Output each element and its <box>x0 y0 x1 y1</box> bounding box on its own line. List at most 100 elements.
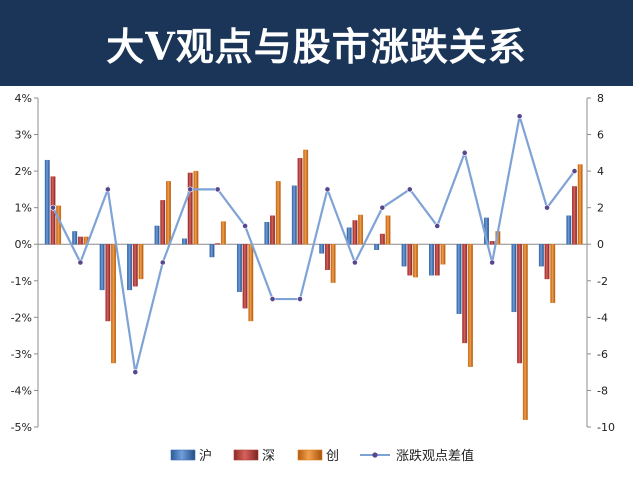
bar-chuang <box>303 149 309 245</box>
diff-point <box>324 186 331 193</box>
left-tick-label: -2% <box>11 311 32 324</box>
right-tick-label: 8 <box>597 92 604 105</box>
bar-hu <box>429 244 434 276</box>
bar-hu <box>538 244 544 267</box>
legend-label: 沪 <box>199 448 212 464</box>
bar-hu <box>127 244 133 291</box>
bar-hu <box>566 215 572 245</box>
bar-hu <box>319 244 325 254</box>
legend-label: 深 <box>262 449 275 464</box>
bar-shen <box>187 172 193 245</box>
bar-chuang <box>165 181 171 245</box>
bar-hu <box>209 244 215 258</box>
legend-swatch <box>170 449 196 461</box>
diff-line <box>51 115 576 373</box>
bar-shen <box>215 243 221 245</box>
diff-point <box>187 186 194 193</box>
diff-point <box>434 223 441 229</box>
legend-label: 创 <box>326 449 339 464</box>
bar-hu <box>44 159 50 245</box>
left-tick-label: 2% <box>15 165 32 178</box>
bar-hu <box>456 244 462 314</box>
bar-hu <box>374 244 380 250</box>
bar-hu <box>401 244 407 267</box>
bar-shen <box>242 244 248 309</box>
diff-point <box>77 259 84 266</box>
diff-point <box>516 113 523 120</box>
bar-chuang <box>111 244 117 364</box>
right-tick-label: 4 <box>597 165 604 178</box>
bar-shen <box>105 244 111 322</box>
left-tick-label: -3% <box>11 348 32 361</box>
bar-hu <box>99 244 105 291</box>
diff-point <box>379 204 386 211</box>
diff-point <box>104 186 111 193</box>
bar-shen <box>132 244 138 287</box>
bar-chuang <box>385 215 391 245</box>
diff-point <box>159 259 166 266</box>
bar-hu <box>264 222 270 245</box>
bar-shen <box>270 215 275 245</box>
diff-point <box>351 259 358 266</box>
bar-chuang <box>138 244 144 280</box>
bar-shen <box>352 220 358 245</box>
bar-hu <box>511 244 517 313</box>
chart-area: -5% -4% -3% -2% -1% 0% 1% 2% 3% 4% -10 -8 -6 -4 -2 0 2 4 6… <box>0 86 633 486</box>
bar-chuang <box>275 181 281 245</box>
bar-hu <box>182 238 187 245</box>
right-tick-label: -8 <box>597 384 608 397</box>
diff-point <box>571 168 578 175</box>
bar-shen <box>325 244 330 271</box>
diff-point <box>489 259 496 266</box>
left-tick-label: -5% <box>11 421 32 434</box>
diff-point <box>214 186 221 193</box>
bar-chuang <box>440 244 446 265</box>
diff-point <box>406 186 413 193</box>
bar-shen <box>407 244 413 276</box>
header-banner: 大V观点与股市涨跌关系 <box>0 0 633 86</box>
bar-chuang <box>56 205 62 245</box>
bar-chuang <box>522 244 528 420</box>
left-tick-label: -1% <box>11 275 32 288</box>
right-tick-label: -2 <box>597 275 608 288</box>
bar-shen <box>462 244 468 344</box>
bar-hu <box>154 225 160 245</box>
left-tick-label: 1% <box>15 202 32 215</box>
bar-hu <box>72 231 78 245</box>
bar-chuang <box>330 244 336 283</box>
right-tick-label: -6 <box>597 348 608 361</box>
legend-swatch <box>233 449 259 461</box>
bar-shen <box>160 200 166 245</box>
legend-swatch <box>297 449 323 461</box>
bar-shen <box>297 158 303 245</box>
bar-chuang <box>550 244 556 303</box>
bar-chuang <box>413 244 418 278</box>
diff-point <box>297 296 303 302</box>
diff-point <box>132 369 139 376</box>
bar-shen <box>544 244 550 280</box>
diff-point <box>544 204 550 211</box>
bar-shen <box>434 244 440 276</box>
left-tick-label: 3% <box>15 129 32 142</box>
chart-svg: -5% -4% -3% -2% -1% 0% 1% 2% 3% 4% -10 -8 -6 -4 -2 0 2 4 6… <box>11 92 615 464</box>
bar-chuang <box>248 244 254 322</box>
left-tick-label: -4% <box>11 384 32 397</box>
legend-line-marker <box>372 452 378 458</box>
diff-point <box>269 296 276 302</box>
bar-chuang <box>220 221 226 245</box>
bar-shen <box>517 244 523 364</box>
right-tick-label: 2 <box>597 202 604 215</box>
diff-point <box>50 204 56 211</box>
left-tick-label: 4% <box>15 92 32 105</box>
diff-point <box>242 223 248 229</box>
bar-shen <box>77 236 83 245</box>
left-tick-label: 0% <box>15 238 32 251</box>
right-tick-label: -10 <box>597 421 615 434</box>
bar-shen <box>379 233 385 245</box>
right-tick-label: 0 <box>597 238 604 251</box>
bar-hu <box>236 244 242 292</box>
bar-hu <box>291 185 297 245</box>
bar-chuang <box>358 214 364 245</box>
right-tick-label: 6 <box>597 129 604 142</box>
legend-label: 涨跌观点差值 <box>396 448 474 464</box>
